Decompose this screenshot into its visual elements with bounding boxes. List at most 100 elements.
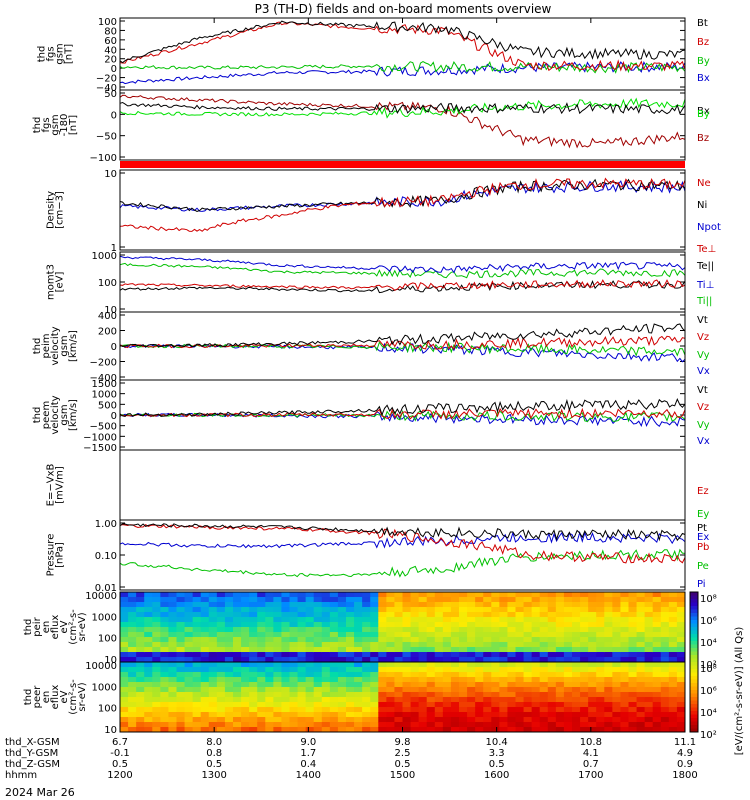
spectrogram-cell xyxy=(572,667,581,673)
spectrogram-cell xyxy=(499,697,508,703)
spectrogram-cell xyxy=(265,707,274,713)
spectrogram-cell xyxy=(184,637,194,643)
spectrogram-cell xyxy=(120,597,129,603)
spectrogram-cell xyxy=(410,627,420,633)
spectrogram-cell xyxy=(644,692,654,698)
spectrogram-cell xyxy=(337,717,347,723)
spectrogram-cell xyxy=(321,627,331,633)
spectrogram-cell xyxy=(120,632,129,638)
spectrogram-cell xyxy=(612,622,621,628)
spectrogram-cell xyxy=(184,647,194,653)
spectrogram-cell xyxy=(442,597,452,603)
spectrogram-cell xyxy=(442,637,452,643)
spectrogram-cell xyxy=(572,687,581,693)
spectrogram-cell xyxy=(233,622,242,628)
spectrogram-cell xyxy=(434,682,444,688)
spectrogram-cell xyxy=(233,617,242,623)
spectrogram-cell xyxy=(636,602,646,608)
ytick-label: −200 xyxy=(90,358,117,369)
spectrogram-cell xyxy=(176,707,186,713)
spectrogram-cell xyxy=(442,677,452,683)
spectrogram-cell xyxy=(644,717,654,723)
spectrogram-cell xyxy=(523,712,533,718)
orbit-row-value: 11.1 xyxy=(674,737,696,748)
ylabel-line: sr-eV) xyxy=(77,682,88,711)
spectrogram-cell xyxy=(321,602,331,608)
colorbar-swatch xyxy=(690,679,698,684)
orbit-row-value: 10.4 xyxy=(486,737,508,748)
spectrogram-cell xyxy=(547,667,557,673)
spectrogram-cell xyxy=(507,722,516,728)
spectrogram-cell xyxy=(192,687,202,693)
spectrogram-cell xyxy=(144,652,153,658)
spectrogram-cell xyxy=(378,632,387,638)
spectrogram-cell xyxy=(450,607,460,613)
spectrogram-cell xyxy=(176,602,186,608)
spectrogram-cell xyxy=(337,647,347,653)
spectrogram-cell xyxy=(305,607,315,613)
spectrogram-cell xyxy=(378,607,387,613)
spectrogram-cell xyxy=(233,652,242,658)
spectrogram-cell xyxy=(289,607,299,613)
spectrogram-cell xyxy=(233,687,242,693)
spectrogram-cell xyxy=(507,607,516,613)
series-line-Pi xyxy=(119,530,686,549)
spectrogram-cell xyxy=(612,612,621,618)
spectrogram-cell xyxy=(588,707,597,713)
spectrogram-cell xyxy=(378,727,387,733)
spectrogram-cell xyxy=(580,607,589,613)
spectrogram-cell xyxy=(168,682,177,688)
spectrogram-cell xyxy=(273,622,282,628)
spectrogram-cell xyxy=(233,607,242,613)
spectrogram-cell xyxy=(394,667,403,673)
colorbar-swatch xyxy=(690,602,698,607)
spectrogram-cell xyxy=(402,632,412,638)
spectrogram-cell xyxy=(604,592,613,598)
spectrogram-cell xyxy=(208,627,218,633)
spectrogram-cell xyxy=(168,612,177,618)
spectrogram-cell xyxy=(531,612,541,618)
spectrogram-cell xyxy=(580,647,589,653)
spectrogram-cell xyxy=(370,712,379,718)
spectrogram-cell xyxy=(434,612,444,618)
spectrogram-cell xyxy=(467,697,476,703)
spectrogram-cell xyxy=(152,712,161,718)
spectrogram-cell xyxy=(321,662,331,668)
ytick-label: 500 xyxy=(98,400,117,411)
spectrogram-cell xyxy=(152,607,161,613)
colorbar-swatch xyxy=(690,676,698,680)
spectrogram-cell xyxy=(184,717,194,723)
spectrogram-cell xyxy=(410,722,420,728)
spectrogram-cell xyxy=(128,592,137,598)
spectrogram-cell xyxy=(555,617,565,623)
spectrogram-cell xyxy=(281,682,290,688)
spectrogram-cell xyxy=(572,702,581,708)
spectrogram-cell xyxy=(467,647,476,653)
spectrogram-cell xyxy=(362,637,371,643)
spectrogram-cell xyxy=(547,592,557,598)
spectrogram-cell xyxy=(249,722,258,728)
spectrogram-cell xyxy=(531,602,541,608)
spectrogram-cell xyxy=(249,627,258,633)
spectrogram-cell xyxy=(676,642,686,648)
spectrogram-cell xyxy=(144,687,153,693)
spectrogram-cell xyxy=(588,702,597,708)
spectrogram-cell xyxy=(128,647,137,653)
spectrogram-cell xyxy=(249,667,258,673)
spectrogram-cell xyxy=(160,617,169,623)
spectrogram-cell xyxy=(378,712,387,718)
spectrogram-cell xyxy=(208,607,218,613)
colorbar-swatch xyxy=(690,672,698,677)
colorbar-swatch xyxy=(690,721,698,726)
spectrogram-cell xyxy=(249,717,258,723)
spectrogram-cell xyxy=(136,677,145,683)
spectrogram-cell xyxy=(241,727,250,733)
spectrogram-cell xyxy=(128,692,137,698)
spectrogram-cell xyxy=(467,702,476,708)
spectrogram-cell xyxy=(305,722,315,728)
spectrogram-cell xyxy=(676,677,686,683)
spectrogram-cell xyxy=(523,702,533,708)
spectrogram-cell xyxy=(410,622,420,628)
spectrogram-cell xyxy=(580,652,589,658)
spectrogram-cell xyxy=(555,697,565,703)
